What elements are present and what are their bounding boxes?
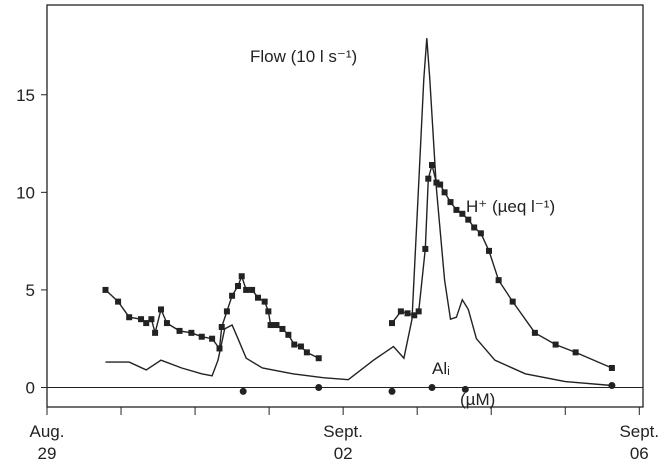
marker	[441, 189, 448, 196]
marker	[223, 308, 230, 315]
marker	[143, 320, 150, 327]
marker	[404, 310, 411, 317]
marker	[433, 179, 440, 186]
marker	[509, 298, 516, 305]
marker	[608, 364, 615, 371]
marker	[239, 387, 247, 395]
marker	[425, 175, 432, 182]
marker	[255, 294, 262, 301]
marker	[267, 322, 274, 329]
series-line	[105, 38, 612, 387]
marker	[297, 343, 304, 350]
y-tick-label: 10	[16, 183, 35, 202]
marker	[176, 327, 183, 334]
marker	[265, 308, 272, 315]
x-tick-label: Aug. 29	[30, 422, 65, 463]
marker	[163, 320, 170, 327]
marker	[303, 349, 310, 356]
marker	[315, 383, 323, 391]
marker	[608, 382, 616, 390]
marker	[397, 308, 404, 315]
x-tick-label: Sept. 06	[619, 422, 659, 463]
marker	[411, 312, 418, 319]
marker	[138, 316, 145, 323]
marker	[152, 329, 159, 336]
marker	[461, 385, 469, 393]
marker	[459, 210, 466, 217]
marker	[572, 349, 579, 356]
marker	[471, 224, 478, 231]
marker	[552, 341, 559, 348]
marker	[415, 308, 422, 315]
flow-label: Flow (10 l s⁻¹)	[250, 47, 357, 66]
marker	[273, 322, 280, 329]
marker	[486, 247, 493, 254]
marker	[422, 245, 429, 252]
marker	[388, 387, 396, 395]
marker	[531, 329, 538, 336]
y-tick-label: 0	[26, 378, 35, 397]
y-tick-label: 15	[16, 86, 35, 105]
x-tick-label: Sept. 02	[323, 422, 363, 463]
marker	[389, 320, 396, 327]
marker	[249, 286, 256, 293]
marker	[437, 181, 444, 188]
marker	[261, 298, 268, 305]
marker	[447, 199, 454, 206]
marker	[198, 333, 205, 340]
marker	[229, 292, 236, 299]
marker	[102, 286, 109, 293]
y-tick-label: 5	[26, 281, 35, 300]
marker	[291, 341, 298, 348]
marker	[315, 355, 322, 362]
marker	[243, 286, 250, 293]
marker	[285, 331, 292, 338]
marker	[126, 314, 133, 321]
marker	[279, 325, 286, 332]
marker	[465, 216, 472, 223]
marker	[428, 162, 435, 169]
marker	[115, 298, 122, 305]
marker	[218, 323, 225, 330]
marker	[188, 329, 195, 336]
marker	[453, 206, 460, 213]
marker	[477, 230, 484, 237]
marker	[428, 383, 436, 391]
h-label: H⁺ (µeq l⁻¹)	[466, 197, 555, 216]
al-unit: (µM)	[460, 390, 495, 409]
plot-frame	[46, 4, 644, 408]
marker	[216, 345, 223, 352]
marker	[209, 335, 216, 342]
marker	[495, 277, 502, 284]
al-label: Alᵢ	[432, 359, 450, 378]
marker	[238, 273, 245, 280]
marker	[158, 306, 165, 313]
marker	[148, 316, 155, 323]
marker	[235, 283, 242, 290]
